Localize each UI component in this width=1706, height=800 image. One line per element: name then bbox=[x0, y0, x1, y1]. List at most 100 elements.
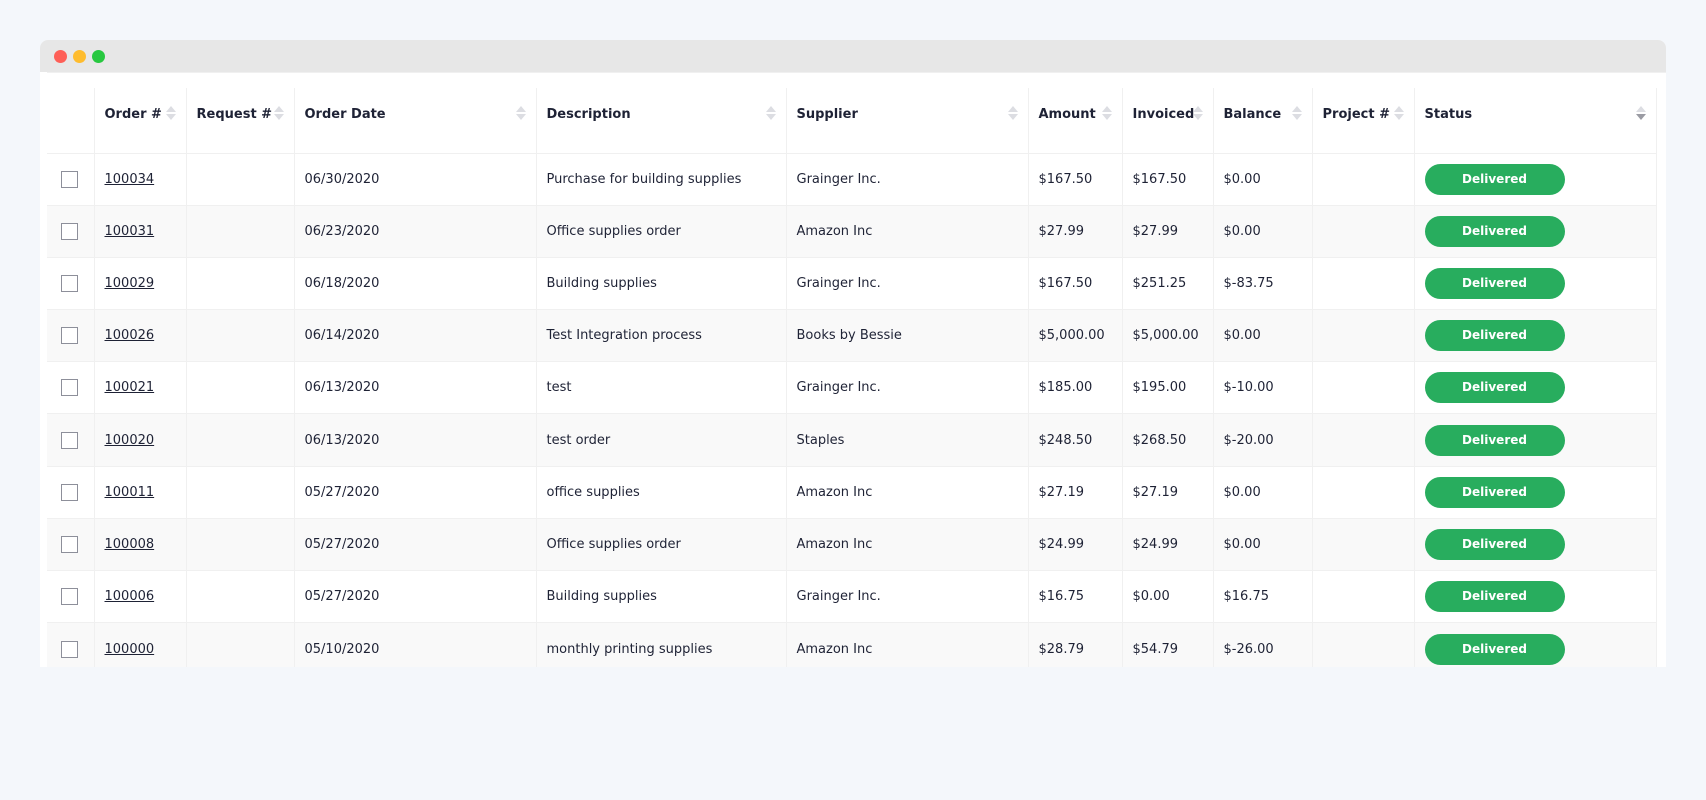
cell-supplier: Amazon Inc bbox=[786, 622, 1029, 667]
cell-project bbox=[1312, 413, 1415, 467]
order-link[interactable]: 100020 bbox=[104, 432, 155, 448]
column-header-label: Status bbox=[1424, 106, 1473, 122]
sort-icon[interactable] bbox=[1635, 106, 1646, 122]
column-header-supplier[interactable]: Supplier bbox=[786, 88, 1029, 140]
cell-supplier: Books by Bessie bbox=[786, 309, 1029, 362]
table-row: 100031 06/23/2020 Office supplies order Ama… bbox=[47, 204, 1657, 258]
cell-status: Delivered bbox=[1414, 152, 1657, 206]
sort-icon[interactable] bbox=[165, 106, 176, 122]
row-checkbox[interactable] bbox=[61, 170, 78, 188]
cell-request bbox=[186, 622, 295, 667]
row-checkbox[interactable] bbox=[61, 588, 78, 606]
cell-date: 05/27/2020 bbox=[294, 465, 537, 519]
row-checkbox[interactable] bbox=[61, 222, 78, 240]
cell-amount: $28.79 bbox=[1028, 622, 1123, 667]
order-link[interactable]: 100000 bbox=[104, 641, 155, 657]
column-header-amount[interactable]: Amount bbox=[1028, 88, 1123, 140]
order-link[interactable]: 100011 bbox=[104, 484, 155, 500]
column-header-label: Request # bbox=[196, 106, 273, 122]
column-header-project[interactable]: Project # bbox=[1312, 88, 1415, 140]
table-row: 100034 06/30/2020 Purchase for building su… bbox=[47, 152, 1657, 206]
column-header-description[interactable]: Description bbox=[536, 88, 787, 140]
cell-invoiced: $27.99 bbox=[1122, 204, 1214, 258]
cell-status: Delivered bbox=[1414, 309, 1657, 362]
row-select-cell bbox=[47, 256, 95, 310]
cell-supplier: Amazon Inc bbox=[786, 204, 1029, 258]
row-checkbox[interactable] bbox=[61, 483, 78, 501]
cell-balance: $-20.00 bbox=[1213, 413, 1313, 467]
cell-amount: $185.00 bbox=[1028, 361, 1123, 414]
cell-order: 100006 bbox=[94, 569, 187, 623]
maximize-window-button[interactable] bbox=[92, 50, 105, 63]
sort-icon[interactable] bbox=[1007, 106, 1018, 122]
column-header-status[interactable]: Status bbox=[1414, 88, 1657, 140]
table-row: 100029 06/18/2020 Building supplies Grainge… bbox=[47, 256, 1657, 310]
status-badge: Delivered bbox=[1424, 163, 1565, 195]
row-select-cell bbox=[47, 361, 95, 414]
order-link[interactable]: 100008 bbox=[104, 536, 155, 552]
sort-icon[interactable] bbox=[765, 106, 776, 122]
cell-date: 06/30/2020 bbox=[294, 152, 537, 206]
row-checkbox[interactable] bbox=[61, 640, 78, 658]
order-link[interactable]: 100006 bbox=[104, 589, 155, 605]
cell-order: 100029 bbox=[94, 256, 187, 310]
cell-project bbox=[1312, 256, 1415, 310]
sort-icon[interactable] bbox=[515, 106, 526, 122]
cell-status: Delivered bbox=[1414, 517, 1657, 571]
column-header-label: Invoiced bbox=[1132, 106, 1195, 122]
cell-balance: $-83.75 bbox=[1213, 256, 1313, 310]
order-link[interactable]: 100034 bbox=[104, 171, 155, 187]
cell-order: 100020 bbox=[94, 413, 187, 467]
table-row: 100011 05/27/2020 office supplies Amazon In… bbox=[47, 465, 1657, 519]
row-checkbox[interactable] bbox=[61, 431, 78, 449]
column-header-request[interactable]: Request # bbox=[186, 88, 295, 140]
row-checkbox[interactable] bbox=[61, 379, 78, 397]
column-header-label: Description bbox=[546, 106, 631, 122]
cell-invoiced: $195.00 bbox=[1122, 361, 1214, 414]
cell-request bbox=[186, 204, 295, 258]
row-checkbox[interactable] bbox=[61, 327, 78, 345]
cell-description: Office supplies order bbox=[536, 517, 787, 571]
cell-date: 06/13/2020 bbox=[294, 361, 537, 414]
cell-amount: $248.50 bbox=[1028, 413, 1123, 467]
orders-table-container: Order # Request # Order Date Description Sup… bbox=[47, 72, 1666, 667]
order-link[interactable]: 100026 bbox=[104, 328, 155, 344]
row-select-cell bbox=[47, 517, 95, 571]
cell-amount: $167.50 bbox=[1028, 256, 1123, 310]
column-header-label: Project # bbox=[1322, 106, 1390, 122]
row-checkbox[interactable] bbox=[61, 274, 78, 292]
cell-balance: $-26.00 bbox=[1213, 622, 1313, 667]
column-header-balance[interactable]: Balance bbox=[1213, 88, 1313, 140]
minimize-window-button[interactable] bbox=[73, 50, 86, 63]
cell-request bbox=[186, 569, 295, 623]
cell-project bbox=[1312, 569, 1415, 623]
order-link[interactable]: 100029 bbox=[104, 275, 155, 291]
order-link[interactable]: 100031 bbox=[104, 223, 155, 239]
cell-order: 100000 bbox=[94, 622, 187, 667]
sort-icon[interactable] bbox=[1101, 106, 1112, 122]
order-link[interactable]: 100021 bbox=[104, 380, 155, 396]
sort-icon[interactable] bbox=[1192, 106, 1203, 122]
cell-description: test bbox=[536, 361, 787, 414]
column-header-label: Amount bbox=[1038, 106, 1096, 122]
row-checkbox[interactable] bbox=[61, 535, 78, 553]
cell-invoiced: $167.50 bbox=[1122, 152, 1214, 206]
cell-order: 100008 bbox=[94, 517, 187, 571]
cell-description: Building supplies bbox=[536, 256, 787, 310]
cell-supplier: Grainger Inc. bbox=[786, 256, 1029, 310]
row-select-cell bbox=[47, 152, 95, 206]
cell-request bbox=[186, 152, 295, 206]
cell-date: 06/13/2020 bbox=[294, 413, 537, 467]
close-window-button[interactable] bbox=[54, 50, 67, 63]
sort-icon[interactable] bbox=[1291, 106, 1302, 122]
cell-status: Delivered bbox=[1414, 569, 1657, 623]
table-row: 100020 06/13/2020 test order Staples $248.50… bbox=[47, 413, 1657, 467]
column-header-order[interactable]: Order # bbox=[94, 88, 187, 140]
cell-description: Office supplies order bbox=[536, 204, 787, 258]
cell-date: 05/27/2020 bbox=[294, 569, 537, 623]
sort-icon[interactable] bbox=[1393, 106, 1404, 122]
cell-description: test order bbox=[536, 413, 787, 467]
sort-icon[interactable] bbox=[273, 106, 284, 122]
column-header-date[interactable]: Order Date bbox=[294, 88, 537, 140]
column-header-invoiced[interactable]: Invoiced bbox=[1122, 88, 1214, 140]
